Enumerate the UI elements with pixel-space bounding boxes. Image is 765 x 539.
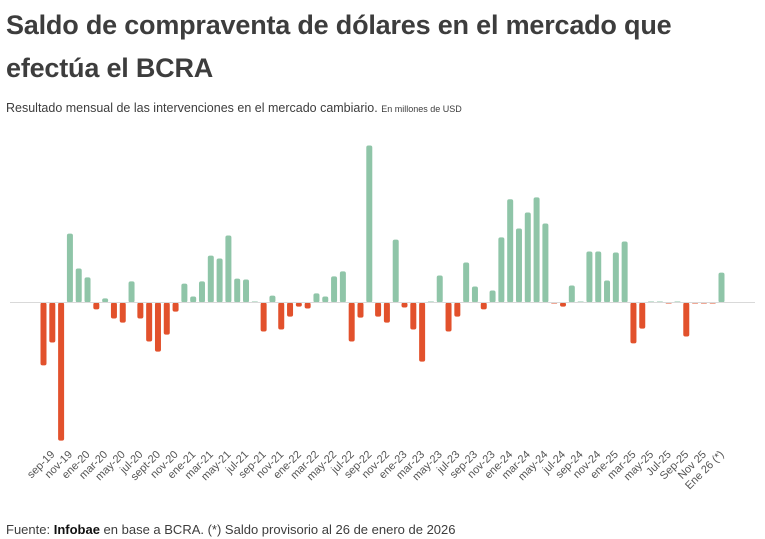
bar-nov-22 [383,302,390,323]
bar-mar-23 [419,302,426,362]
source-note: Fuente: Infobae en base a BCRA. (*) Sald… [6,522,456,537]
bar-ago-20 [146,302,153,342]
footer-prefix: Fuente: [6,522,54,537]
bar-nov-21 [278,302,285,330]
bar-jul-24 [560,302,567,307]
bar-mar-20 [102,298,109,303]
bar-ene-24 [507,199,514,303]
bars-group [40,145,725,441]
bar-ene-23 [401,302,408,308]
bar-sep-21 [260,302,267,332]
bar-sep-25 [683,302,690,337]
bar-abr-25 [639,302,646,329]
bar-sept-20 [154,302,161,352]
bar-ene-21 [190,296,197,303]
bar-may-24 [542,223,549,303]
bar-oct-23 [480,302,487,310]
bar-nov-24 [595,251,602,303]
bar-dic-21 [287,302,294,317]
unit-note: En millones de USD [381,104,462,114]
bar-jun-20 [128,281,135,303]
bar-oct-22 [375,302,382,317]
bar-sep-19 [49,302,56,343]
bar-jun-23 [445,302,452,332]
chart-subtitle: Resultado mensual de las intervenciones … [6,101,462,115]
bar-jul-21 [243,279,250,303]
bar-dic-22 [392,239,399,303]
subtitle-text: Resultado mensual de las intervenciones … [6,101,378,115]
bar-abr-24 [533,197,540,303]
bar-dic-24 [604,280,611,303]
bar-dic-23 [498,237,505,303]
bar-ago-24 [568,285,575,303]
bar-sep-22 [366,145,373,303]
bar-ene-22 [295,302,302,307]
bar-ago-19 [40,302,47,366]
bar-nov-23 [489,290,496,303]
bar-sep-23 [471,286,478,303]
bar-mar-21 [207,255,214,303]
bar-dic-20 [181,283,188,303]
bar-feb-20 [93,302,100,310]
bar-oct-19 [58,302,65,441]
bar-feb-23 [410,302,417,330]
bar-jul-20 [137,302,144,319]
bar-ene-25 [612,252,619,303]
bar-abr-20 [110,302,117,319]
bar-mar-24 [524,212,531,303]
chart-title: Saldo de compraventa de dólares en el me… [6,10,672,83]
bar-ago-22 [357,302,364,318]
x-axis-tick-labels: sep-19nov-19ene-20mar-20may-20jul-20sept… [25,449,726,493]
bar-jun-22 [339,271,346,303]
bar-ene-26 [718,272,725,303]
bar-abr-21 [216,258,223,303]
bar-feb-21 [198,281,205,303]
bar-nov-20 [172,302,179,312]
bar-oct-24 [586,251,593,303]
bar-nov-19 [66,233,73,303]
bar-dic-19 [75,268,82,303]
bar-mar-22 [313,293,320,303]
bar-may-22 [331,276,338,303]
bar-ago-23 [463,262,470,303]
bar-may-20 [119,302,126,323]
bar-oct-21 [269,295,276,303]
bar-abr-22 [322,296,329,303]
bar-feb-24 [515,228,522,303]
footer-source: Infobae [53,522,100,537]
bar-ene-20 [84,277,91,303]
bar-jun-21 [234,278,241,303]
bar-mar-25 [630,302,637,344]
bar-may-21 [225,235,232,303]
bar-jul-23 [454,302,461,317]
footer-suffix: en base a BCRA. (*) Saldo provisorio al … [99,522,456,537]
bar-may-23 [436,275,443,303]
bar-feb-25 [621,241,628,303]
bar-chart: sep-19nov-19ene-20mar-20may-20jul-20sept… [10,145,755,493]
bar-oct-20 [163,302,170,335]
bar-jul-22 [348,302,355,342]
bar-feb-22 [304,302,311,309]
